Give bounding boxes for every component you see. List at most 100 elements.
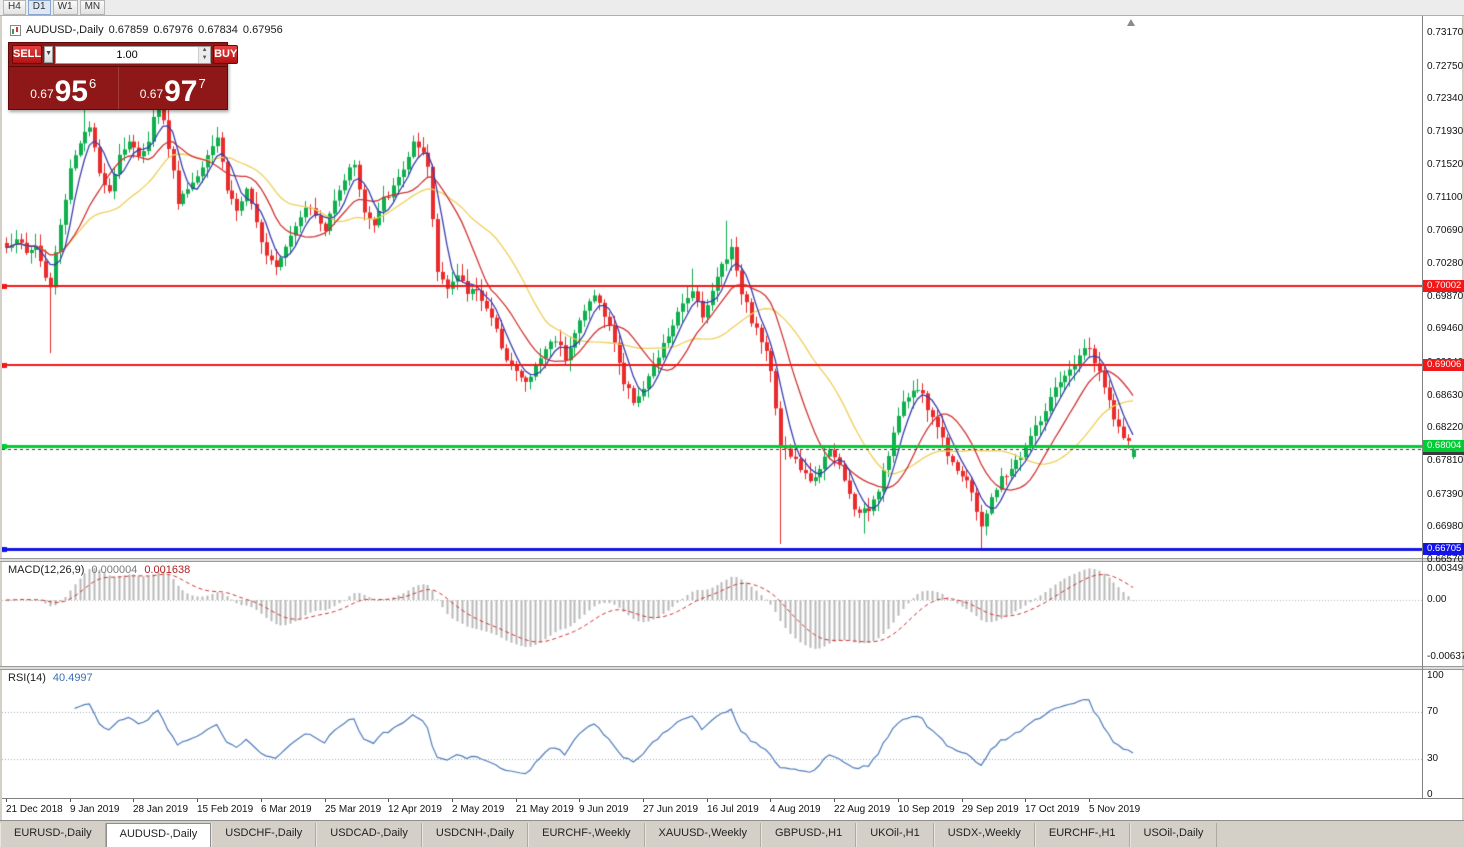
price-line-label: 0.68004 [1423,439,1464,452]
volume-dropdown-button[interactable]: ▼ [44,46,54,63]
date-axis-tick [643,799,644,802]
price-scale-label: 0.69460 [1427,323,1464,335]
rsi-name: RSI(14) [8,672,46,684]
chart-tab-eurchf-h1[interactable]: EURCHF-,H1 [1034,823,1130,847]
spin-up-icon[interactable]: ▲ [199,46,211,55]
sell-price-big: 95 [54,75,88,108]
date-axis-label: 29 Sep 2019 [962,804,1019,815]
price-scale-label: 0.66980 [1427,521,1464,533]
date-axis-tick [261,799,262,802]
price-line-label: 0.69006 [1423,359,1464,372]
macd-indicator-canvas[interactable] [2,562,1422,666]
chart-tab-usoil-daily[interactable]: USOil-,Daily [1129,823,1218,847]
sell-button[interactable]: SELL [12,45,43,64]
timeframe-w1-button[interactable]: W1 [52,0,78,15]
volume-field-wrap: ▲ ▼ [55,45,212,64]
one-click-trading-panel: SELL ▼ ▲ ▼ BUY 0.67 95 6 0.67 97 7 [8,42,239,110]
date-axis[interactable]: 21 Dec 2018 9 Jan 2019 28 Jan 2019 15 Feb 2… [2,798,1464,820]
date-axis-label: 4 Aug 2019 [770,804,821,815]
price-line-label: 0.70002 [1423,279,1464,292]
chart-tab-usdcad-daily[interactable]: USDCAD-,Daily [316,823,422,847]
chart-symbol-label: AUDUSD-,Daily [26,24,104,36]
date-axis-label: 9 Jun 2019 [579,804,629,815]
rsi-value: 40.4997 [52,672,93,684]
date-axis-label: 21 May 2019 [516,804,574,815]
macd-indicator-label: MACD(12,26,9) 0.000004 0.001638 [8,564,190,576]
price-line-label: 0.66705 [1423,543,1464,556]
date-axis-tick [388,799,389,802]
rsi-scale-label: 0 [1427,789,1433,800]
macd-main-value: 0.000004 [91,564,138,576]
date-axis-label: 17 Oct 2019 [1025,804,1080,815]
ohlc-open-value: 0.67859 [108,24,149,36]
date-axis-label: 9 Jan 2019 [70,804,120,815]
macd-scale-label: 0.00349 [1427,562,1464,574]
price-scale-axis[interactable]: 0.73170 0.72750 0.72340 0.71930 0.71520 0.711… [1422,16,1464,800]
chart-tab-eurchf-weekly[interactable]: EURCHF-,Weekly [528,823,645,847]
date-axis-tick [452,799,453,802]
price-scale-label: 0.73170 [1427,27,1464,38]
date-axis-tick [325,799,326,802]
sell-price-small: 0.67 [30,87,54,101]
ohlc-close-value: 0.67956 [242,24,283,36]
price-scale-label: 0.72750 [1427,60,1464,72]
date-axis-tick [962,799,963,802]
buy-price-big: 97 [164,75,198,108]
pane-splitter[interactable] [0,666,1464,670]
rsi-indicator-canvas[interactable] [2,670,1422,798]
sell-price-button[interactable]: 0.67 95 6 [9,67,119,109]
date-axis-label: 22 Aug 2019 [834,804,891,815]
macd-scale-label: 0.00 [1427,594,1447,605]
date-axis-label: 27 Jun 2019 [643,804,699,815]
buy-button[interactable]: BUY [213,45,239,64]
spin-down-icon[interactable]: ▼ [199,54,211,63]
timeframe-h4-button[interactable]: H4 [3,0,26,15]
date-axis-tick [579,799,580,802]
chart-tab-audusd-daily[interactable]: AUDUSD-,Daily [105,823,212,847]
macd-scale-label: -0.00637 [1427,650,1464,662]
price-scale-label: 0.71100 [1427,192,1463,204]
date-axis-tick [6,799,7,802]
date-axis-label: 16 Jul 2019 [707,804,759,815]
date-axis-label: 21 Dec 2018 [6,804,63,815]
timeframe-mn-button[interactable]: MN [79,0,106,15]
chart-tab-usdcnh-daily[interactable]: USDCNH-,Daily [421,823,529,847]
volume-input[interactable] [56,46,199,63]
date-axis-label: 5 Nov 2019 [1089,804,1141,815]
rsi-scale-label: 70 [1427,705,1439,717]
timeframe-d1-button[interactable]: D1 [27,0,51,15]
price-scale-label: 0.72340 [1427,93,1464,105]
price-scale-label: 0.67390 [1427,488,1464,500]
date-axis-tick [133,799,134,802]
date-axis-label: 12 Apr 2019 [388,804,442,815]
price-scale-label: 0.71520 [1427,158,1464,170]
ohlc-low-value: 0.67834 [198,24,238,36]
chart-tab-gbpusd-h1[interactable]: GBPUSD-,H1 [760,823,857,847]
pane-splitter[interactable] [0,558,1464,562]
price-scale-label: 0.68630 [1427,389,1464,401]
date-axis-label: 28 Jan 2019 [133,804,189,815]
price-scale-label: 0.69870 [1427,290,1464,302]
date-axis-tick [70,799,71,802]
ohlc-high-value: 0.67976 [153,24,194,36]
chart-tab-ukoil-h1[interactable]: UKOil-,H1 [856,823,934,847]
volume-spinner: ▲ ▼ [198,46,211,63]
trade-panel-controls: SELL ▼ ▲ ▼ BUY [9,43,239,66]
date-axis-label: 25 Mar 2019 [325,804,382,815]
price-scale-label: 0.68220 [1427,422,1464,434]
price-scale-label: 0.70280 [1427,257,1464,269]
date-axis-label: 15 Feb 2019 [197,804,254,815]
date-axis-tick [1025,799,1026,802]
buy-price-button[interactable]: 0.67 97 7 [119,67,228,109]
chart-tab-usdx-weekly[interactable]: USDX-,Weekly [933,823,1035,847]
date-axis-tick [516,799,517,802]
price-scale-label: 0.66570 [1427,554,1464,565]
chart-tab-usdchf-daily[interactable]: USDCHF-,Daily [211,823,317,847]
price-chart-canvas[interactable] [2,16,1422,558]
chart-tab-xauusd-weekly[interactable]: XAUUSD-,Weekly [644,823,761,847]
chart-tab-eurusd-daily[interactable]: EURUSD-,Daily [0,823,106,847]
price-scale-label: 0.70690 [1427,225,1464,237]
rsi-scale-label: 100 [1427,670,1444,681]
price-scale-label: 0.71930 [1427,126,1464,138]
sell-price-sup: 6 [89,76,97,91]
